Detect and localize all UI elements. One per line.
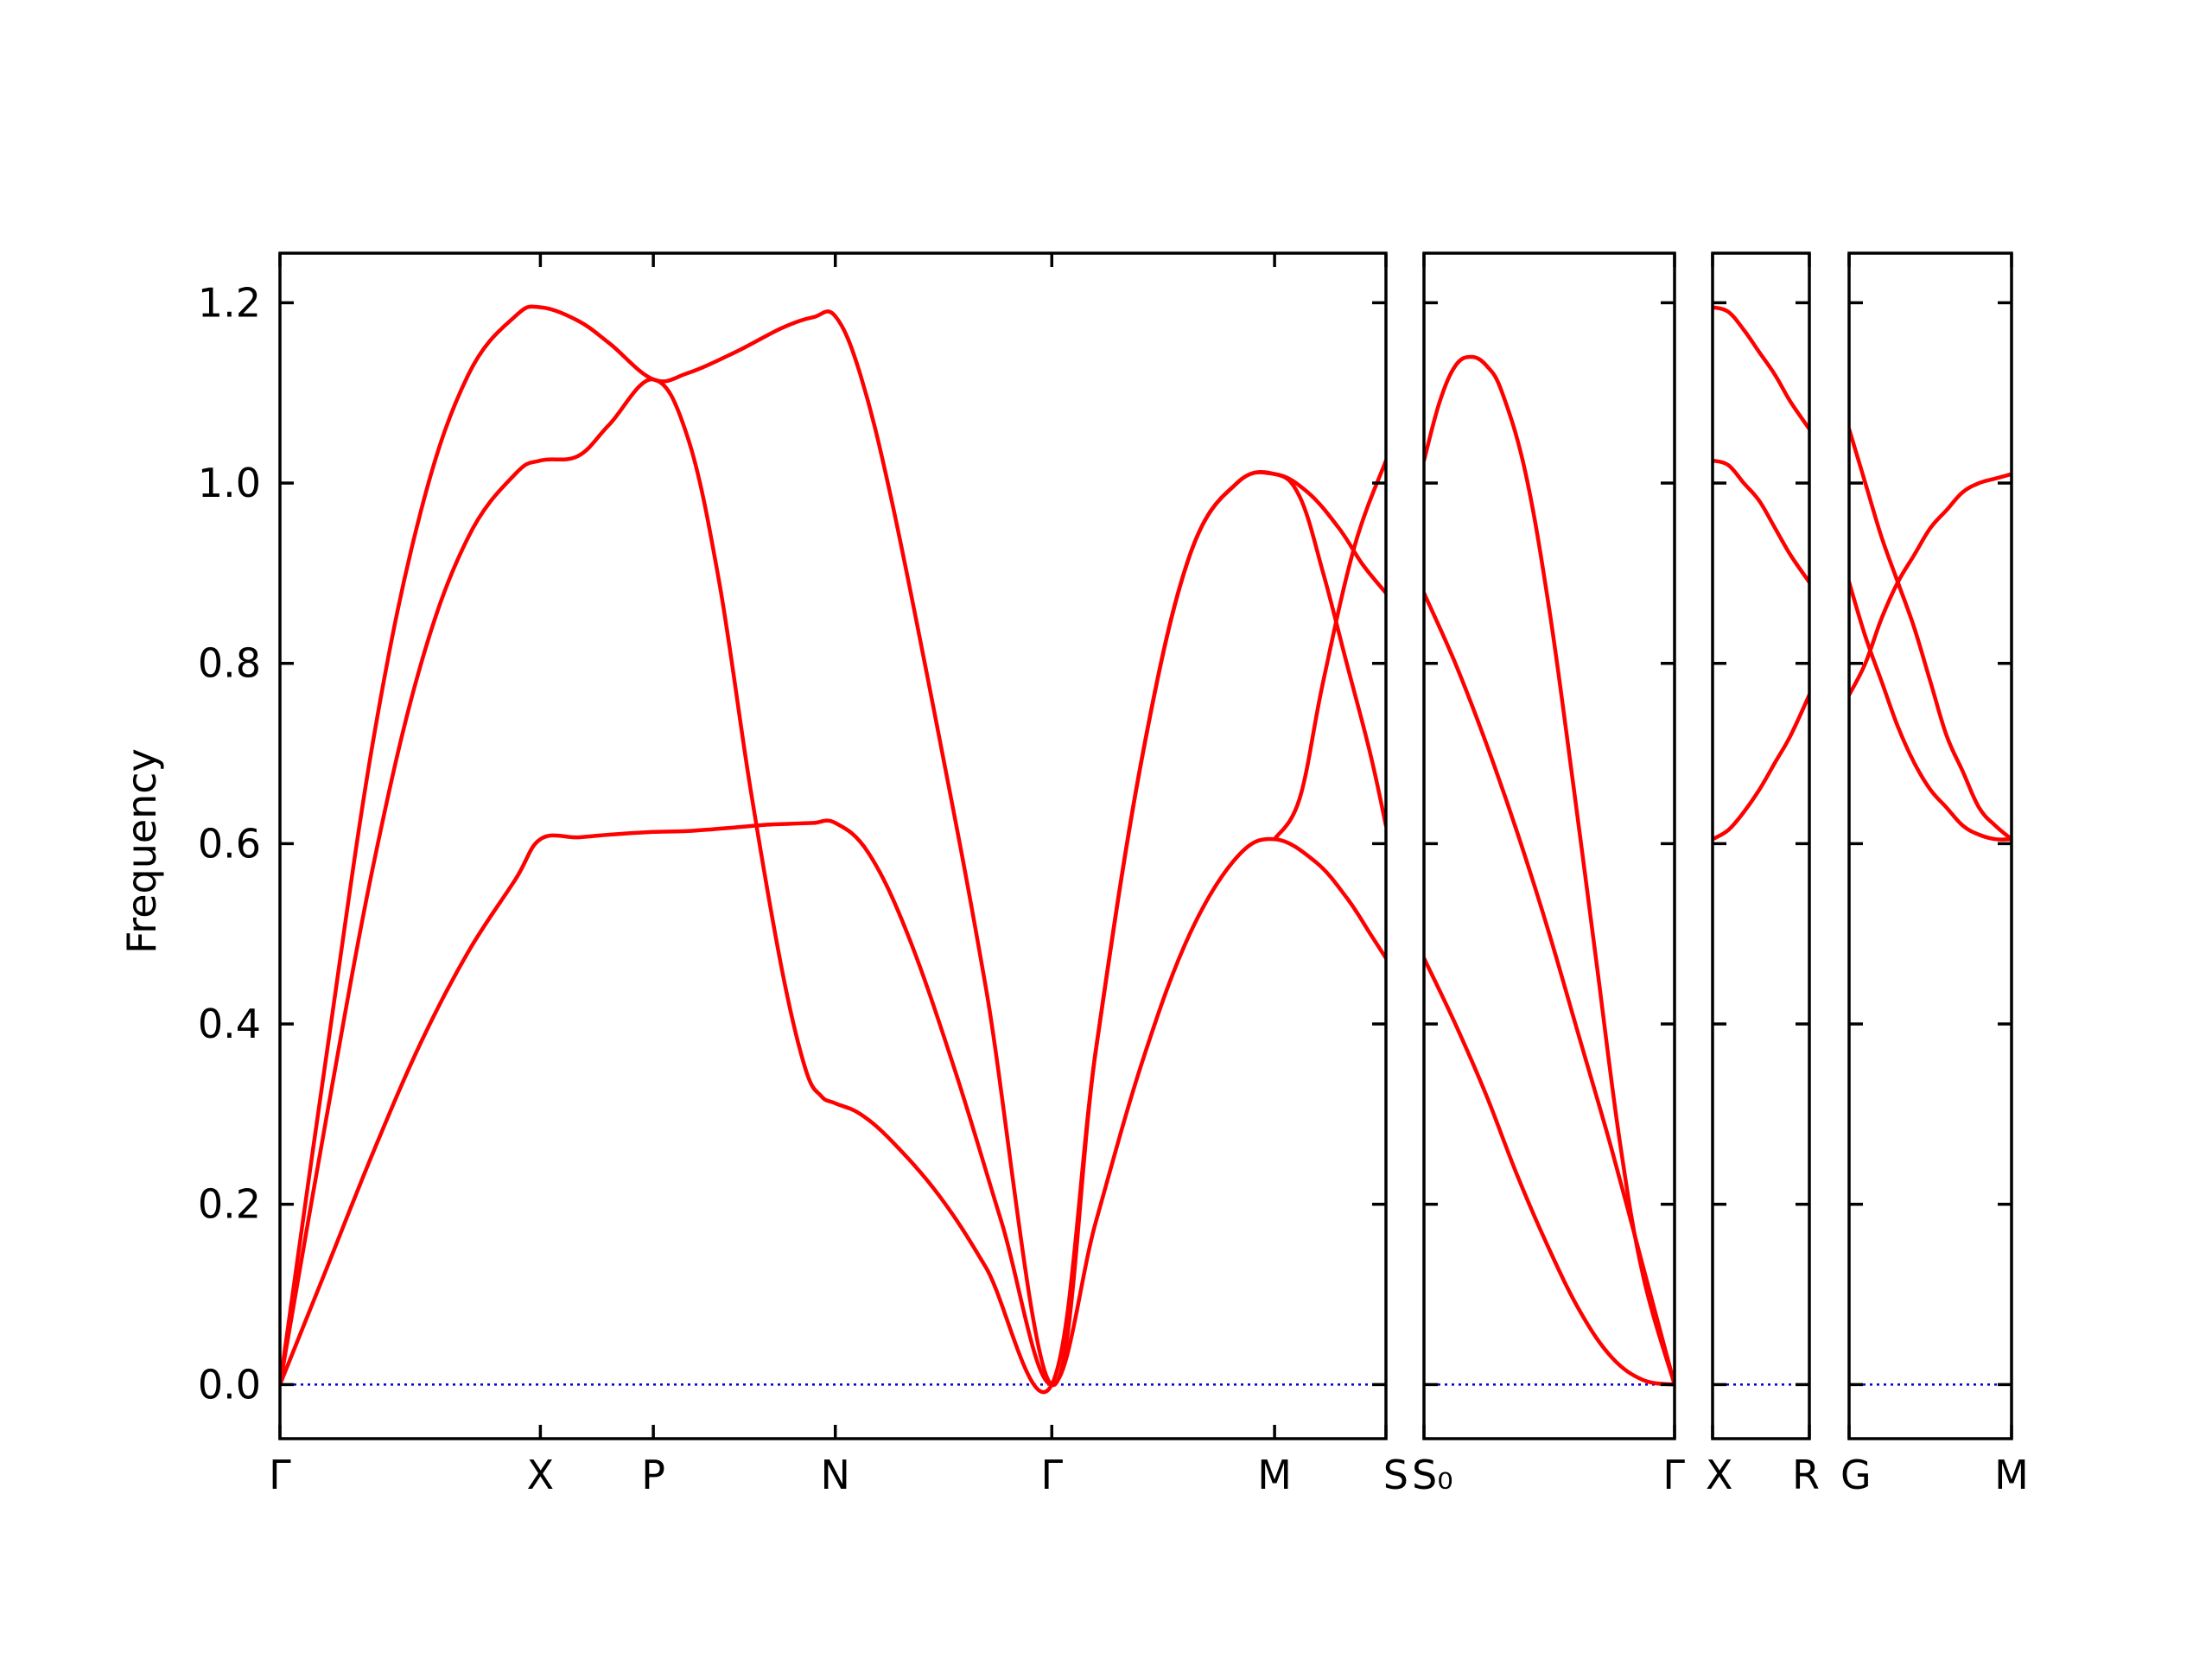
x-tick-label: Γ [1040, 1452, 1063, 1498]
panel-frame [278, 251, 1388, 1440]
band-3 [1424, 354, 1675, 1387]
band-1 [1424, 956, 1675, 1387]
x-tick-label: X [1706, 1452, 1733, 1498]
band-3 [280, 304, 1386, 1387]
y-tick-label: 0.4 [198, 1001, 261, 1047]
y-tick-label: 0.6 [198, 820, 261, 867]
x-tick-label: S₀ [1412, 1452, 1453, 1498]
panel-frame [1711, 251, 1811, 1440]
panel-2: S₀ Γ [1412, 251, 1685, 1498]
x-tick-label: S [1383, 1452, 1408, 1498]
y-tick-label: 1.0 [198, 460, 261, 506]
x-tick-label: G [1840, 1452, 1872, 1498]
x-tick-label: Γ [1662, 1452, 1685, 1498]
band-3 [1713, 305, 1809, 431]
x-tick-label: R [1792, 1452, 1820, 1498]
panel-1: 0.0 0.2 0.4 0.6 0.8 1.0 1.2 Γ X P N Γ M S [198, 251, 1408, 1498]
y-tick-label: 0.8 [198, 640, 261, 687]
x-tick-label: Γ [269, 1452, 291, 1498]
x-tick-label: N [821, 1452, 850, 1498]
panel-frame [1847, 251, 2013, 1440]
band-2 [1849, 580, 2012, 842]
band-1 [1849, 472, 2012, 697]
band-2 [280, 377, 1386, 1395]
y-tick-label: 0.0 [198, 1361, 261, 1408]
x-tick-label: X [527, 1452, 555, 1498]
band-2 [1424, 591, 1675, 1387]
band-2 [1713, 458, 1809, 585]
band-1 [280, 818, 1386, 1387]
x-tick-label: M [1994, 1452, 2029, 1498]
x-tick-label: M [1257, 1452, 1292, 1498]
y-tick-label: 0.2 [198, 1181, 261, 1228]
panel-frame [1422, 251, 1676, 1440]
y-axis-label: Frequency [118, 748, 165, 954]
band-3 [1849, 427, 2012, 842]
band-3-branch [1272, 458, 1386, 842]
y-tick-label: 1.2 [198, 279, 261, 326]
x-tick-label: P [641, 1452, 665, 1498]
band-1 [1713, 692, 1809, 842]
